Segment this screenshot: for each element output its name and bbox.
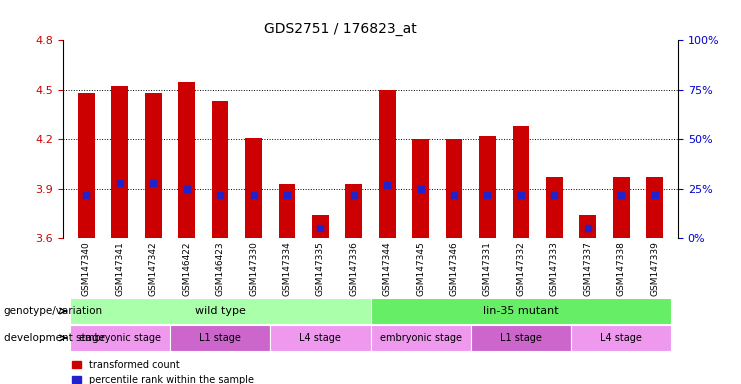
Legend: transformed count, percentile rank within the sample: transformed count, percentile rank withi… [68, 356, 258, 384]
Text: GSM146422: GSM146422 [182, 241, 191, 296]
Text: L4 stage: L4 stage [600, 333, 642, 343]
Text: GSM147333: GSM147333 [550, 241, 559, 296]
Text: development stage: development stage [4, 333, 104, 343]
Text: L4 stage: L4 stage [299, 333, 342, 343]
Point [415, 185, 427, 192]
Bar [212, 101, 228, 238]
Bar [479, 136, 496, 238]
Text: L1 stage: L1 stage [199, 333, 241, 343]
Bar [613, 177, 630, 238]
Text: GSM146423: GSM146423 [216, 241, 225, 296]
Text: GDS2751 / 176823_at: GDS2751 / 176823_at [265, 23, 417, 36]
Text: GSM147331: GSM147331 [483, 241, 492, 296]
Text: GSM147330: GSM147330 [249, 241, 258, 296]
Point [348, 192, 359, 198]
Point [147, 180, 159, 186]
Text: GSM147334: GSM147334 [282, 241, 291, 296]
Text: GSM147335: GSM147335 [316, 241, 325, 296]
Bar [412, 139, 429, 238]
Text: GSM147336: GSM147336 [349, 241, 359, 296]
Bar [370, 298, 671, 324]
Point [114, 180, 126, 186]
Text: GSM147337: GSM147337 [583, 241, 592, 296]
Text: GSM147340: GSM147340 [82, 241, 91, 296]
Text: GSM147342: GSM147342 [149, 241, 158, 296]
Bar [379, 90, 396, 238]
Bar [279, 184, 296, 238]
Text: GSM147339: GSM147339 [650, 241, 659, 296]
Bar [70, 298, 370, 324]
Text: GSM147338: GSM147338 [617, 241, 625, 296]
Text: GSM147341: GSM147341 [116, 241, 124, 296]
Bar [513, 126, 529, 238]
Point [582, 225, 594, 231]
Point [247, 192, 259, 198]
Point [648, 192, 660, 198]
Bar [312, 215, 329, 238]
Bar [111, 86, 128, 238]
Bar [179, 81, 195, 238]
Bar [370, 325, 471, 351]
Bar [445, 139, 462, 238]
Bar [471, 325, 571, 351]
Point [482, 192, 494, 198]
Bar [270, 325, 370, 351]
Bar [546, 177, 562, 238]
Point [448, 192, 460, 198]
Point [214, 192, 226, 198]
Point [314, 225, 326, 231]
Text: lin-35 mutant: lin-35 mutant [483, 306, 559, 316]
Text: genotype/variation: genotype/variation [4, 306, 103, 316]
Point [181, 185, 193, 192]
Point [281, 192, 293, 198]
Text: GSM147345: GSM147345 [416, 241, 425, 296]
Text: embryonic stage: embryonic stage [79, 333, 161, 343]
Bar [571, 325, 671, 351]
Point [81, 192, 93, 198]
Point [382, 182, 393, 188]
Point [615, 192, 627, 198]
Point [548, 192, 560, 198]
Bar [345, 184, 362, 238]
Text: L1 stage: L1 stage [500, 333, 542, 343]
Point [515, 192, 527, 198]
Bar [170, 325, 270, 351]
Text: GSM147332: GSM147332 [516, 241, 525, 296]
Text: embryonic stage: embryonic stage [379, 333, 462, 343]
Bar [646, 177, 663, 238]
Bar [78, 93, 95, 238]
Text: GSM147344: GSM147344 [382, 241, 392, 296]
Bar [245, 137, 262, 238]
Text: wild type: wild type [195, 306, 245, 316]
Bar [70, 325, 170, 351]
Text: GSM147346: GSM147346 [450, 241, 459, 296]
Bar [579, 215, 596, 238]
Bar [145, 93, 162, 238]
